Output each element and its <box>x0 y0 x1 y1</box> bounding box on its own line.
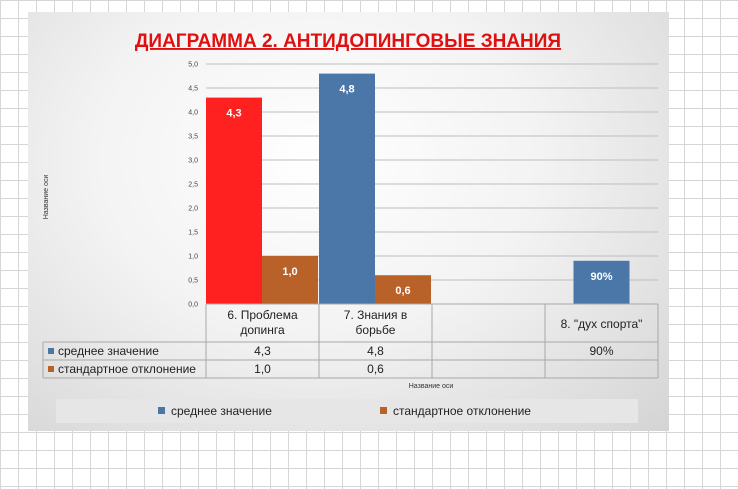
legend-item: стандартное отклонение <box>393 404 531 418</box>
legend-swatch <box>158 407 165 414</box>
legend-item: среднее значение <box>171 404 272 418</box>
x-axis-title: Название оси <box>409 383 454 390</box>
y-axis: 0,0 0,5 1,0 1,5 2,0 2,5 3,0 3,5 4,0 4,5 5,0 <box>188 62 198 309</box>
legend-key <box>48 348 54 354</box>
y-tick-label: 4,5 <box>188 86 198 93</box>
bar <box>375 275 431 304</box>
category-label: 6. Проблема <box>227 308 298 322</box>
bar <box>573 260 630 304</box>
category-label: 8. "дух спорта" <box>561 317 643 331</box>
chart-svg: ДИАГРАММА 2. АНТИДОПИНГОВЫЕ ЗНАНИЯ 0,00,… <box>42 31 659 423</box>
table-cell: 0,6 <box>367 362 384 376</box>
y-tick-label: 4,0 <box>188 110 198 117</box>
y-axis-title: Название оси <box>43 175 50 220</box>
bars: 4,3 4,8 90% 1,0 0,6 <box>206 73 630 304</box>
bar <box>319 73 375 304</box>
y-tick-label: 5,0 <box>188 62 198 69</box>
category-label: борьбе <box>356 323 396 337</box>
legend-box <box>56 399 638 423</box>
data-label: 4,8 <box>339 84 354 96</box>
chart-panel: ДИАГРАММА 2. АНТИДОПИНГОВЫЕ ЗНАНИЯ 0,0 0,… <box>28 12 669 431</box>
table-cell: 4,8 <box>367 344 384 358</box>
category-label: 7. Знания в <box>344 308 407 322</box>
chart-title: ДИАГРАММА 2. АНТИДОПИНГОВЫЕ ЗНАНИЯ <box>135 31 561 52</box>
y-tick-label: 3,5 <box>188 134 198 141</box>
data-label: 90% <box>590 271 612 283</box>
row-label: среднее значение <box>58 344 159 358</box>
table-cell: 90% <box>589 344 613 358</box>
category-label: допинга <box>240 323 285 337</box>
y-tick-label: 1,5 <box>188 230 198 237</box>
y-tick-label: 0,5 <box>188 278 198 285</box>
legend-swatch <box>380 407 387 414</box>
row-label: стандартное отклонение <box>58 362 196 376</box>
y-tick-label: 2,5 <box>188 182 198 189</box>
y-tick-label: 2,0 <box>188 206 198 213</box>
y-tick-label: 3,0 <box>188 158 198 165</box>
y-tick-label: 1,0 <box>188 254 198 261</box>
data-label: 1,0 <box>282 266 297 278</box>
bar <box>262 256 318 304</box>
y-tick-label: 0,0 <box>188 302 198 309</box>
legend-key <box>48 366 54 372</box>
table-cell: 1,0 <box>254 362 271 376</box>
table-cell: 4,3 <box>254 344 271 358</box>
data-label: 4,3 <box>226 108 241 120</box>
bar <box>206 97 262 304</box>
legend: среднее значение стандартное отклонение <box>158 404 531 418</box>
data-label: 0,6 <box>395 285 410 297</box>
